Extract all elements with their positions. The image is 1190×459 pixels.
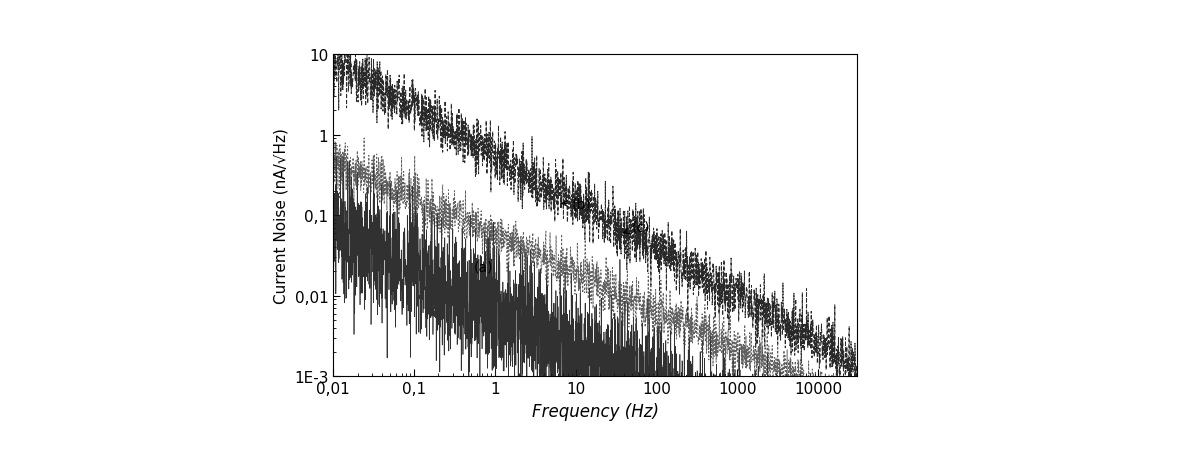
Text: (b): (b) xyxy=(562,197,591,211)
Text: (a): (a) xyxy=(474,260,494,274)
X-axis label: Frequency (Hz): Frequency (Hz) xyxy=(532,402,658,420)
Y-axis label: Current Noise (nA/√Hz): Current Noise (nA/√Hz) xyxy=(274,128,288,303)
Text: (c): (c) xyxy=(624,220,651,234)
